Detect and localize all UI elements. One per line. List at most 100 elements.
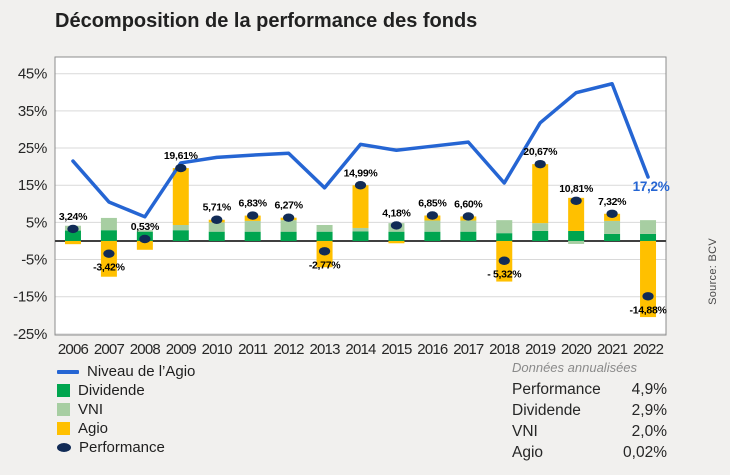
x-axis-year-label: 2013	[309, 341, 340, 358]
bar-segment-agio	[136, 240, 153, 250]
performance-dot	[606, 209, 618, 218]
x-axis-year-label: 2012	[274, 341, 305, 358]
annualized-label: Performance	[512, 381, 601, 398]
x-axis-year-label: 2015	[381, 341, 412, 358]
performance-dot-icon	[57, 443, 71, 452]
annualized-value: 2,9%	[631, 402, 667, 419]
bar-segment-vni	[100, 217, 117, 231]
bar-segment-agio	[388, 240, 405, 244]
plot-border	[54, 56, 667, 336]
performance-dot	[139, 234, 151, 244]
performance-dot	[642, 292, 654, 301]
annualized-label: VNI	[512, 423, 538, 440]
y-axis-tick-label: -5%	[21, 252, 47, 269]
annualized-title: Données annualisées	[512, 360, 638, 375]
y-axis-tick-label: -15%	[13, 289, 47, 306]
annualized-value: 2,0%	[631, 423, 667, 440]
bar-segment-dividende	[208, 231, 225, 241]
legend-label: Niveau de l’Agio	[87, 363, 196, 380]
y-axis-tick-label: -25%	[13, 326, 47, 343]
x-axis-year-label: 2006	[58, 341, 89, 358]
x-axis-year-label: 2018	[489, 341, 520, 358]
y-axis-tick-label: 35%	[18, 103, 47, 120]
bar-segment-vni	[496, 220, 513, 234]
bar-segment-agio	[100, 240, 117, 277]
bar-segment-vni	[640, 220, 657, 234]
performance-data-label: 6,83%	[239, 198, 268, 210]
performance-dot	[426, 211, 438, 220]
legend-label: VNI	[78, 401, 104, 418]
bar-segment-agio	[172, 168, 189, 225]
annualized-row-vni: VNI 2,0%	[512, 423, 667, 444]
agio-swatch-icon	[57, 422, 70, 435]
y-axis-tick-label: 15%	[18, 177, 47, 194]
performance-data-label: 14,99%	[344, 167, 379, 179]
x-axis-year-label: 2017	[453, 341, 484, 358]
legend-item-niveau-agio: Niveau de l’Agio	[57, 362, 195, 381]
x-axis-year-label: 2020	[561, 341, 592, 358]
bar-segment-dividende	[568, 230, 585, 241]
bar-segment-dividende	[388, 231, 405, 241]
bar-segment-agio	[352, 185, 369, 228]
bar-segment-vni	[244, 220, 261, 232]
performance-dot	[175, 163, 187, 173]
annualized-label: Agio	[512, 444, 544, 461]
performance-data-label: 6,60%	[454, 198, 483, 210]
x-axis-year-label: 2007	[94, 341, 125, 358]
legend-item-vni: VNI	[57, 400, 195, 419]
performance-data-label: - 5,32%	[487, 269, 522, 281]
bar-segment-dividende	[496, 233, 513, 241]
annualized-row-agio: Agio 0,02%	[512, 444, 667, 465]
agio-level-line	[71, 82, 650, 219]
chart-legend: Niveau de l’Agio Dividende VNI Agio Perf…	[57, 362, 195, 457]
bar-segment-vni	[604, 220, 621, 234]
x-axis-year-label: 2009	[166, 341, 197, 358]
performance-dot	[103, 249, 115, 258]
annualized-value: 4,9%	[631, 381, 667, 398]
y-axis-tick-label: 45%	[18, 66, 47, 83]
x-axis-year-label: 2010	[202, 341, 233, 358]
bar-segment-dividende	[100, 230, 117, 241]
performance-data-label: 4,18%	[382, 207, 411, 219]
bar-segment-dividende	[460, 231, 477, 241]
bar-segment-dividende	[172, 230, 189, 241]
performance-data-label: 20,67%	[523, 146, 558, 158]
x-axis-year-label: 2019	[525, 341, 556, 358]
bar-segment-dividende	[316, 231, 333, 241]
dividende-swatch-icon	[57, 384, 70, 397]
performance-data-label: 6,27%	[274, 200, 303, 212]
performance-data-label: 0,53%	[131, 221, 160, 233]
legend-label: Agio	[78, 420, 109, 437]
bar-segment-dividende	[532, 230, 549, 241]
bar-segment-vni	[532, 223, 549, 231]
performance-dot	[67, 224, 79, 234]
x-axis-year-label: 2016	[417, 341, 448, 358]
performance-dot	[498, 256, 510, 265]
x-axis-year-label: 2011	[238, 341, 268, 358]
performance-data-label: 3,24%	[59, 211, 88, 223]
y-axis-tick-label: 25%	[18, 140, 47, 157]
performance-data-label: -14,88%	[630, 304, 668, 316]
annualized-row-dividende: Dividende 2,9%	[512, 402, 667, 423]
annualized-value: 0,02%	[623, 444, 667, 461]
legend-label: Performance	[79, 439, 165, 456]
bar-segment-vni	[280, 220, 297, 232]
performance-data-label: -3,42%	[93, 262, 125, 274]
bar-segment-dividende	[352, 231, 369, 241]
y-axis-tick-label: 5%	[26, 214, 47, 231]
performance-dot	[247, 211, 259, 220]
bar-segment-dividende	[424, 231, 441, 241]
x-axis-year-label: 2008	[130, 341, 161, 358]
legend-item-agio: Agio	[57, 419, 195, 438]
bar-segment-agio	[568, 197, 585, 231]
bar-segment-dividende	[604, 233, 621, 241]
vni-swatch-icon	[57, 403, 70, 416]
bar-segment-vni	[568, 240, 585, 244]
bar-segment-dividende	[640, 233, 657, 241]
bar-segment-vni	[316, 224, 333, 232]
source-label: Source: BCV	[707, 238, 719, 305]
x-axis-year-label: 2022	[633, 341, 664, 358]
performance-data-label: -2,77%	[309, 259, 341, 271]
